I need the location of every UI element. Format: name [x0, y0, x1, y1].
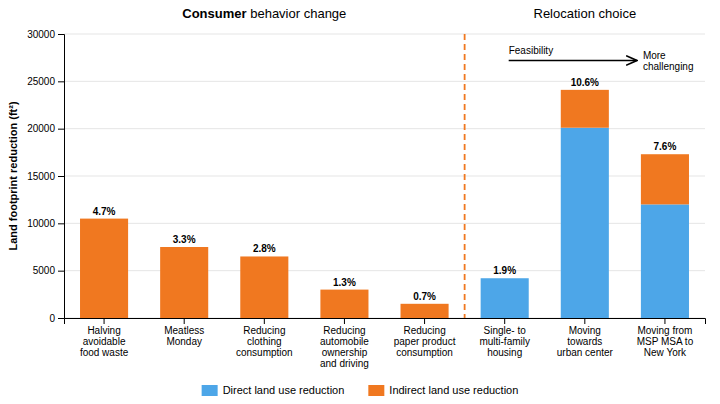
plot: 0 5000 10000 15000 20000 25000 30000 Halvingavo…: [27, 29, 705, 369]
axis-line: [58, 35, 65, 319]
percentage-label: 0.7%: [413, 291, 436, 302]
tick-mark: [424, 318, 425, 324]
percentage-label: 4.7%: [93, 206, 116, 217]
tick-label: Single- tomulti-familyhousing: [479, 325, 530, 358]
tick-label: 15000: [27, 171, 55, 182]
tick-mark: [104, 318, 105, 324]
percentage-label: 1.9%: [493, 265, 516, 276]
arrow-label: Morechallenging: [643, 50, 694, 72]
axis-line: [65, 319, 706, 325]
arrow-label: Feasibility: [509, 45, 553, 56]
divider-line: [464, 34, 466, 318]
legend-label: Indirect land use reduction: [389, 384, 518, 396]
tick-mark: [664, 318, 665, 324]
tick: Moving fromMSP MSA toNew York: [637, 318, 694, 358]
legend-swatch: [202, 385, 218, 396]
tick: Reducingautomobileownershipand driving: [320, 318, 369, 369]
legend-item: Direct land use reduction: [202, 384, 345, 396]
bar: [641, 204, 689, 318]
tick-mark: [504, 318, 505, 324]
tick-mark: [58, 129, 64, 130]
bar: [481, 278, 529, 318]
grid-line: [64, 34, 705, 35]
tick: 20000: [27, 123, 64, 134]
bar: [561, 128, 609, 318]
tick: Single- tomulti-familyhousing: [479, 318, 530, 358]
tick: 10000: [27, 218, 64, 229]
tick-label: Reducingpaper productconsumption: [394, 325, 456, 358]
bar: [481, 278, 529, 279]
tick-mark: [58, 271, 64, 272]
tick-mark: [58, 81, 64, 82]
tick-label: Movingtowardsurban center: [557, 325, 614, 358]
percentage-label: 1.3%: [333, 277, 356, 288]
tick-mark: [58, 176, 64, 177]
tick: Movingtowardsurban center: [557, 318, 614, 358]
bar: [401, 304, 449, 318]
tick-label: 20000: [27, 123, 55, 134]
tick-label: 0: [49, 313, 55, 324]
tick: 5000: [33, 265, 64, 276]
tick-mark: [58, 223, 64, 224]
tick-label: Halvingavoidablefood waste: [80, 325, 129, 358]
series: [481, 128, 689, 318]
x-axis: Halvingavoidablefood waste MeatlessMonday…: [65, 318, 706, 369]
grid: [64, 34, 705, 318]
percentage-label: 10.6%: [571, 77, 599, 88]
tick-mark: [584, 318, 585, 324]
tick-mark: [264, 318, 265, 324]
arrow: [509, 60, 637, 62]
tick-mark: [184, 318, 185, 324]
y-axis-title: Land footprint reduction (ft²): [7, 101, 19, 250]
legend-item: Indirect land use reduction: [368, 384, 518, 396]
annotations: 4.7% 3.3% 2.8% 1.3% 0.7% 1.9% 10.6% 7.6% Feasibi…: [93, 45, 694, 302]
tick-label: 25000: [27, 76, 55, 87]
tick-label: Moving fromMSP MSA toNew York: [637, 325, 694, 358]
section-title: Consumer behavior change: [182, 6, 346, 21]
tick: 15000: [27, 171, 64, 182]
section-title: Relocation choice: [534, 6, 637, 21]
percentage-label: 3.3%: [173, 234, 196, 245]
tick-label: 10000: [27, 218, 55, 229]
series: [80, 90, 689, 318]
bar: [80, 219, 128, 318]
legend-swatch: [368, 385, 384, 396]
tick-mark: [58, 318, 64, 319]
y-axis: 0 5000 10000 15000 20000 25000 30000: [27, 29, 64, 324]
bar: [641, 154, 689, 204]
tick: 25000: [27, 76, 64, 87]
tick: Reducingpaper productconsumption: [394, 318, 456, 358]
tick-mark: [344, 318, 345, 324]
tick: MeatlessMonday: [164, 318, 204, 347]
legend: Direct land use reduction Indirect land u…: [202, 384, 519, 396]
chart: 0 5000 10000 15000 20000 25000 30000 Halvingavo…: [0, 0, 720, 404]
tick: 30000: [27, 29, 64, 40]
tick: Reducingclothingconsumption: [236, 318, 293, 358]
legend-label: Direct land use reduction: [223, 384, 345, 396]
bar: [240, 256, 288, 318]
tick-label: Reducingclothingconsumption: [236, 325, 293, 358]
bars: [80, 34, 689, 318]
grid-line: [64, 81, 705, 82]
tick: Halvingavoidablefood waste: [80, 318, 129, 358]
tick: 0: [49, 313, 64, 324]
tick-label: MeatlessMonday: [164, 325, 204, 347]
percentage-label: 2.8%: [253, 243, 276, 254]
bar: [320, 290, 368, 318]
tick-label: Reducingautomobileownershipand driving: [320, 325, 369, 369]
tick-label: 30000: [27, 29, 55, 40]
tick-label: 5000: [33, 265, 56, 276]
bar: [160, 247, 208, 318]
tick-mark: [58, 34, 64, 35]
bar: [561, 90, 609, 128]
percentage-label: 7.6%: [654, 141, 677, 152]
